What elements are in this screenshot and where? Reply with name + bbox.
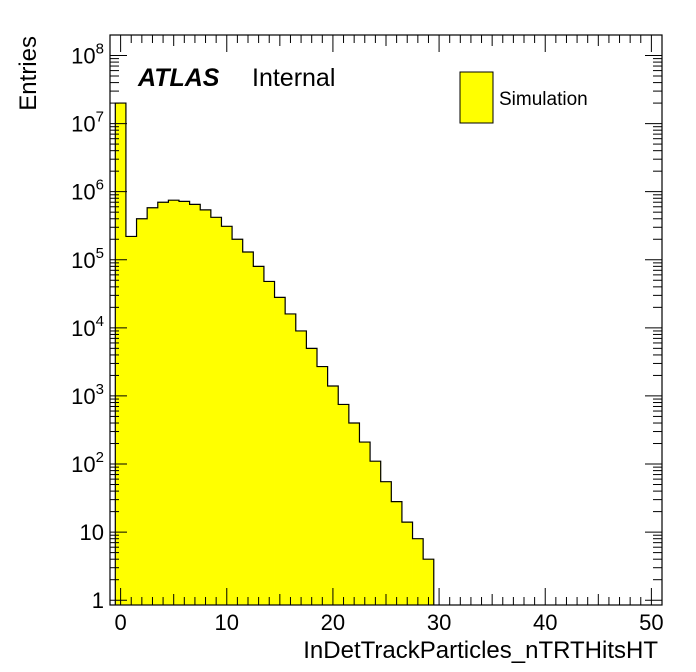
legend-swatch [459, 71, 494, 124]
histogram-bin [380, 481, 392, 605]
x-tick-label: 30 [427, 610, 451, 635]
histogram-bin [306, 348, 318, 605]
histogram-bin [115, 103, 127, 605]
y-tick-label: 105 [71, 245, 104, 273]
y-tick-label: 10 [80, 520, 104, 545]
histogram-bin [179, 201, 191, 605]
histogram-bin [200, 209, 212, 605]
y-tick-label: 103 [71, 381, 104, 409]
histogram-bin [401, 522, 413, 605]
histogram-bin [221, 226, 233, 605]
histogram-bin [295, 330, 307, 605]
histogram-bin [263, 281, 275, 605]
histogram-bin [210, 217, 222, 605]
atlas-status-label: Internal [252, 64, 335, 92]
histogram-bin [423, 559, 435, 605]
y-tick-label: 1 [92, 588, 104, 613]
histogram-bin [125, 236, 137, 605]
histogram-outline [114, 102, 435, 605]
histogram-bars [114, 102, 435, 606]
histogram-bin [136, 218, 148, 606]
y-tick-label: 104 [71, 313, 104, 341]
histogram-bin [317, 366, 329, 605]
histogram-bin [359, 442, 371, 605]
histogram-bin [168, 200, 180, 605]
atlas-label: ATLAS [137, 64, 220, 92]
x-tick-label: 10 [215, 610, 239, 635]
histogram-bin [348, 423, 360, 605]
histogram-bin [338, 404, 350, 605]
histogram-bin [327, 385, 339, 605]
histogram-bin [232, 239, 244, 605]
y-tick-label: 106 [71, 177, 104, 205]
histogram-bin [242, 251, 254, 605]
legend: Simulation [459, 71, 588, 124]
histogram-bin [189, 204, 201, 605]
histogram-bin [253, 266, 265, 605]
histogram-bin [391, 501, 403, 605]
y-tick-label: 107 [71, 109, 104, 137]
axis-ticks [109, 34, 663, 605]
x-tick-label: 40 [533, 610, 557, 635]
x-axis-title: InDetTrackParticles_nTRTHitsHT [303, 637, 658, 664]
y-tick-labels: 1 10 102 103 104 105 106 107 108 [71, 40, 104, 613]
histogram-bin [274, 297, 286, 605]
x-tick-label: 50 [639, 610, 663, 635]
histogram-bin [370, 461, 382, 605]
y-axis-title: Entries [15, 36, 42, 111]
y-tick-label: 108 [71, 40, 104, 68]
histogram-bin [285, 313, 297, 605]
x-tick-label: 0 [114, 610, 126, 635]
x-tick-labels: 0 10 20 30 40 50 [114, 610, 663, 635]
x-tick-label: 20 [321, 610, 345, 635]
histogram-bin [147, 207, 159, 605]
legend-label: Simulation [499, 89, 588, 110]
y-tick-label: 102 [71, 449, 104, 477]
histogram-bin [157, 202, 169, 606]
histogram-bin [412, 538, 424, 605]
